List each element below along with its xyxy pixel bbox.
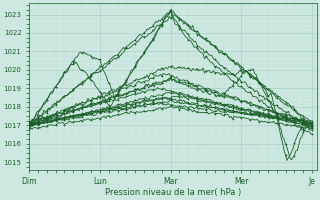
X-axis label: Pression niveau de la mer( hPa ): Pression niveau de la mer( hPa ) [105, 188, 241, 197]
